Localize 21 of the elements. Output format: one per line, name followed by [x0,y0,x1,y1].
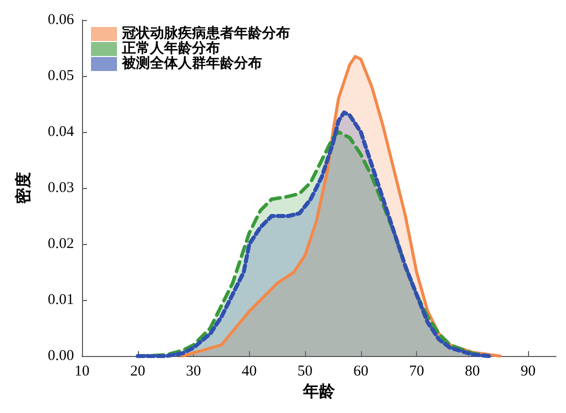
x-tick-label: 80 [464,364,480,380]
x-tick-label: 50 [298,364,313,380]
legend-label: 被测全体人群年龄分布 [121,54,262,72]
x-tick-label: 90 [520,364,536,380]
x-tick-label: 20 [130,364,146,380]
legend-label: 冠状动脉疾病患者年龄分布 [121,24,290,42]
x-axis-title: 年龄 [302,382,336,400]
y-tick-label: 0.01 [48,292,74,308]
y-tick-label: 0.00 [48,348,74,364]
x-tick-label: 60 [353,364,368,380]
x-tick-label: 70 [409,364,424,380]
y-axis-title: 密度 [14,172,32,204]
y-tick-label: 0.06 [48,12,74,28]
y-tick-label: 0.02 [48,236,74,252]
legend-label: 正常人年龄分布 [121,40,220,56]
x-tick-label: 10 [74,364,90,380]
x-tick-label: 40 [242,364,257,380]
y-tick-label: 0.04 [48,124,74,140]
y-tick-label: 0.05 [48,68,74,84]
x-tick-label: 30 [186,364,202,380]
y-tick-label: 0.03 [48,180,74,196]
